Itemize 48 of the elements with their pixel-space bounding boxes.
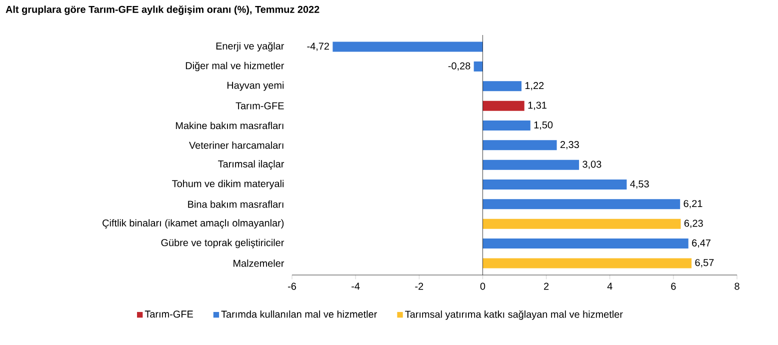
bar	[482, 100, 524, 111]
y-tick-label: Diğer mal ve hizmetler	[186, 62, 284, 72]
y-tick-label: Bina bakım masrafları	[188, 200, 284, 208]
bar	[332, 42, 483, 52]
bar	[474, 61, 483, 72]
x-tick-label: 0	[480, 282, 486, 290]
x-tick-label: 2	[544, 282, 549, 290]
data-label: 6,47	[692, 239, 710, 248]
y-tick-label: Malzemeler	[234, 260, 284, 267]
x-tick-label: -2	[415, 282, 424, 290]
bar	[482, 180, 627, 190]
data-label: 6,23	[684, 220, 703, 228]
data-label: 1,22	[525, 82, 544, 90]
x-tick-label: 8	[734, 282, 740, 290]
y-tick-label: Enerji ve yağlar	[216, 42, 284, 52]
y-tick-label: Çiftlik binaları (ikamet amaçlı olmayanlar)	[102, 219, 284, 229]
y-tick-label: Veteriner harcamaları	[189, 142, 284, 149]
data-label: 6,57	[695, 259, 714, 268]
data-label: -4,72	[307, 42, 329, 51]
bar	[482, 120, 530, 130]
data-label: -0,28	[448, 62, 470, 71]
x-tick-label: 6	[671, 282, 676, 290]
data-label: 6,21	[684, 200, 702, 208]
bar	[482, 238, 688, 249]
x-tick-label: -4	[352, 282, 360, 290]
bar	[482, 258, 692, 268]
bar	[482, 81, 522, 92]
bar	[482, 218, 681, 229]
y-tick-label: Tarımsal ilaçlar	[218, 160, 284, 170]
data-label: 4,53	[630, 180, 649, 189]
legend-label: Tarım-GFE	[144, 310, 193, 318]
y-tick-label: Tarım-GFE	[236, 102, 284, 110]
y-tick-label: Makine bakım masrafları	[176, 122, 284, 130]
y-tick-label: Gübre ve toprak geliştiriciler	[161, 238, 284, 248]
bar	[482, 160, 580, 170]
x-tick-label: 4	[607, 282, 612, 290]
bar	[482, 140, 557, 150]
y-tick-label: Hayvan yemi	[227, 82, 284, 91]
data-label: 1,31	[528, 102, 546, 110]
data-label: 3,03	[582, 160, 602, 169]
legend-label: Tarımda kullanılan mal ve hizmetler	[221, 310, 377, 318]
data-label: 2,33	[560, 141, 579, 150]
y-tick-label: Tohum ve dikim materyali	[172, 180, 284, 190]
x-tick-label: -6	[288, 282, 296, 290]
bar	[482, 199, 680, 210]
data-label: 1,50	[534, 121, 553, 130]
text: Alt gruplara göre Tarım-GFE aylık değişim oranı (%), Temmuz 2022	[6, 6, 320, 15]
legend-label: Tarımsal yatırıma katkı sağlayan mal ve hizmetler	[405, 310, 623, 320]
